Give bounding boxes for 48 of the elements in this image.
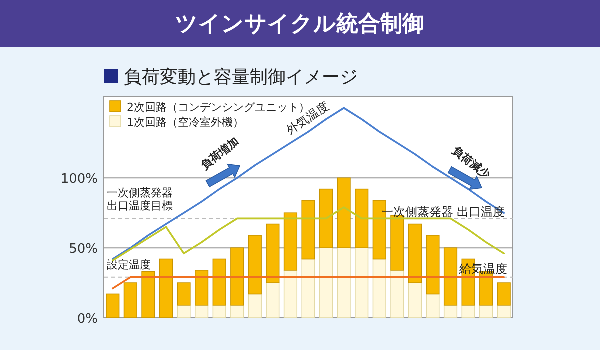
bar	[284, 270, 298, 318]
bar	[444, 305, 458, 318]
bar	[230, 248, 244, 306]
bar	[212, 258, 226, 306]
bar	[124, 282, 138, 318]
bar	[319, 248, 334, 318]
bar	[195, 270, 209, 306]
y-tick-label: 0%	[77, 312, 98, 327]
bar	[195, 305, 209, 318]
bar	[408, 224, 422, 284]
bar	[390, 270, 404, 318]
bar	[212, 305, 226, 318]
bar	[302, 200, 316, 260]
bar	[266, 282, 280, 318]
bar	[426, 294, 440, 318]
bar	[444, 248, 458, 306]
chart-subtitle: 負荷変動と容量制御イメージ	[124, 67, 358, 88]
bar	[302, 258, 316, 318]
annotation: 負荷減少	[449, 144, 494, 182]
bar	[159, 258, 174, 318]
bar	[230, 305, 244, 318]
bar	[462, 305, 476, 318]
bar	[497, 305, 511, 318]
bar	[266, 224, 280, 284]
y-tick-label: 100%	[60, 172, 98, 188]
bar	[497, 282, 511, 306]
bar	[248, 294, 262, 318]
bar	[372, 258, 386, 318]
bar	[248, 235, 262, 295]
bar	[177, 305, 191, 318]
bar	[319, 188, 334, 248]
bar	[284, 212, 298, 271]
annotation: 負荷増加	[198, 135, 242, 173]
bar	[337, 178, 351, 248]
chart-title: ツインサイクル統合制御	[176, 12, 424, 37]
ref-line-label: 一次側蒸発器出口温度目標	[107, 186, 173, 213]
bar	[177, 282, 191, 306]
bar	[355, 188, 369, 248]
bar	[480, 305, 494, 318]
bar	[408, 282, 422, 318]
bar	[355, 248, 369, 318]
bar	[106, 294, 120, 318]
bar	[142, 271, 156, 318]
bar	[337, 248, 351, 318]
bar	[426, 235, 440, 295]
legend-label: 1次回路（空冷室外機）	[127, 116, 244, 129]
y-tick-label: 50%	[69, 242, 98, 258]
bar	[372, 200, 386, 260]
